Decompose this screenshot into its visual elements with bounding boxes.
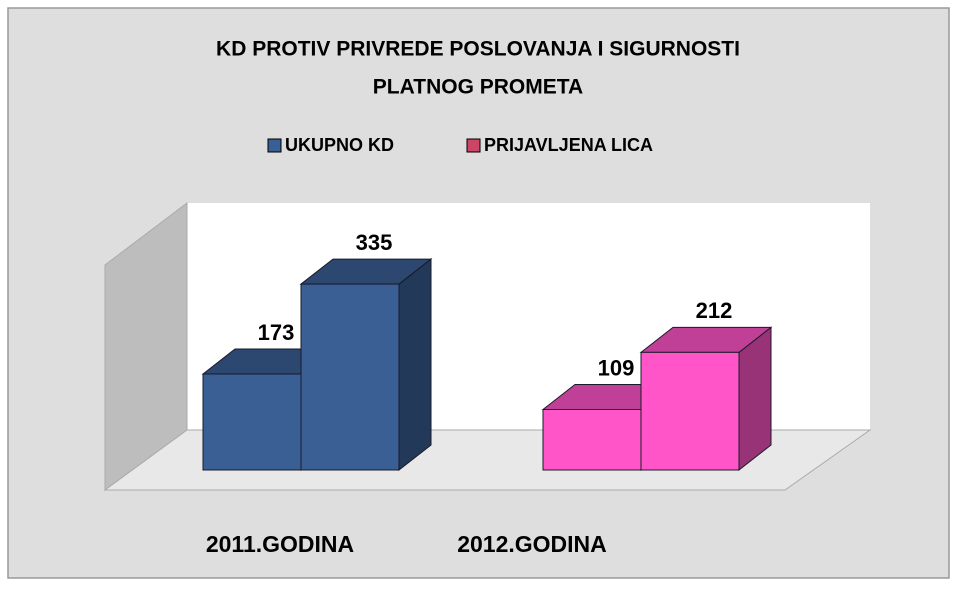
chart-title: KD PROTIV PRIVREDE POSLOVANJA I SIGURNOS… bbox=[216, 38, 740, 61]
bar-front bbox=[300, 283, 400, 471]
data-label: 109 bbox=[598, 355, 635, 380]
x-tick-label: 2012.GODINA bbox=[457, 531, 607, 557]
bar-front bbox=[202, 373, 302, 471]
bar bbox=[299, 258, 433, 472]
bar-front bbox=[542, 409, 642, 471]
bar-side bbox=[398, 258, 432, 472]
bar-front bbox=[640, 351, 740, 471]
data-label: 212 bbox=[696, 298, 733, 323]
legend-swatch bbox=[466, 138, 481, 153]
legend-swatch bbox=[267, 138, 282, 153]
chart-title: PLATNOG PROMETA bbox=[373, 76, 583, 99]
legend-label: UKUPNO KD bbox=[285, 135, 394, 155]
data-label: 335 bbox=[356, 230, 393, 255]
bar bbox=[639, 326, 773, 472]
data-label: 173 bbox=[258, 320, 295, 345]
x-tick-label: 2011.GODINA bbox=[206, 531, 354, 557]
legend-label: PRIJAVLJENA LICA bbox=[484, 135, 653, 155]
